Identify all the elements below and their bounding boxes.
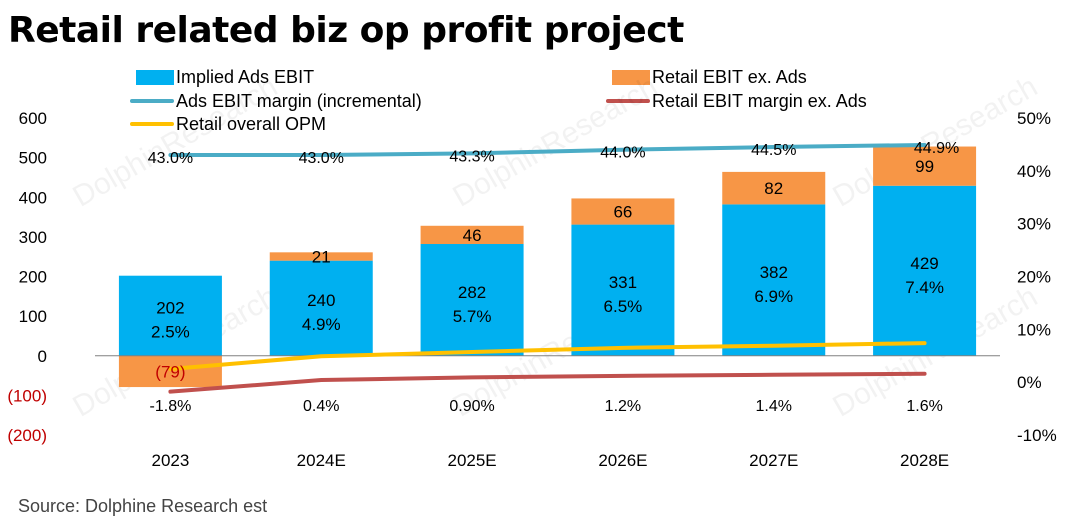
watermark-text: DolphinResearch [447, 70, 663, 214]
legend-swatch-retail-margin [606, 99, 650, 103]
legend-swatch-implied-ads [136, 69, 174, 85]
left-axis-tick-label: 100 [19, 307, 47, 326]
right-axis-tick-label: 20% [1017, 268, 1051, 287]
legend-label-retail-ex-ads: Retail EBIT ex. Ads [652, 66, 807, 87]
data-label-ads-margin: 44.9% [914, 140, 959, 157]
data-label-retail-opm: 7.4% [905, 278, 944, 297]
right-axis-tick-label: 50% [1017, 109, 1051, 128]
legend-item-ads-margin: Ads EBIT margin (incremental) [130, 90, 422, 112]
data-label-retail-opm: 4.9% [302, 315, 341, 334]
data-label-ads-margin: 43.0% [148, 150, 193, 167]
data-label-ads-margin: 44.5% [751, 142, 796, 159]
bar-implied-ads [420, 244, 524, 356]
x-axis-category-label: 2025E [447, 451, 496, 470]
data-label-ads-margin: 44.0% [600, 145, 645, 162]
data-label-implied-ads: 282 [458, 283, 486, 302]
data-label-retail-margin: 0.90% [449, 398, 494, 415]
legend-item-retail-ex-ads: Retail EBIT ex. Ads [612, 66, 807, 88]
data-label-implied-ads: 382 [760, 263, 788, 282]
right-axis-tick-label: 30% [1017, 215, 1051, 234]
data-label-retail-ex-ads: 99 [915, 157, 934, 176]
legend: Implied Ads EBIT Retail EBIT ex. Ads Ads… [0, 0, 1080, 140]
bar-retail-ex-ads [118, 355, 222, 388]
legend-label-retail-opm: Retail overall OPM [176, 113, 327, 134]
data-label-retail-ex-ads: 82 [764, 179, 783, 198]
data-label-retail-opm: 5.7% [453, 307, 492, 326]
data-label-retail-ex-ads: 21 [312, 247, 331, 266]
x-axis-category-label: 2028E [900, 451, 949, 470]
data-label-retail-ex-ads: 46 [463, 226, 482, 245]
line-ads-margin [168, 142, 927, 157]
bar-implied-ads [571, 224, 675, 356]
data-label-ads-margin: 43.3% [449, 148, 494, 165]
left-axis-tick-label: 0 [38, 347, 47, 366]
data-label-retail-ex-ads: (79) [155, 362, 185, 381]
data-label-retail-ex-ads: 66 [613, 203, 632, 222]
x-axis-category-label: 2027E [749, 451, 798, 470]
data-label-implied-ads: 331 [609, 273, 637, 292]
right-axis-tick-label: 0% [1017, 373, 1042, 392]
bar-implied-ads [873, 185, 977, 356]
data-label-ads-margin: 43.0% [299, 150, 344, 167]
legend-label-retail-margin: Retail EBIT margin ex. Ads [652, 90, 867, 111]
bar-retail-ex-ads [571, 198, 675, 225]
x-axis-category-label: 2024E [297, 451, 346, 470]
data-label-retail-margin: 1.2% [605, 398, 641, 415]
bar-implied-ads [722, 204, 826, 356]
bar-retail-ex-ads [873, 146, 977, 186]
line-retail-opm [168, 341, 927, 371]
left-axis-tick-label: (100) [7, 386, 47, 405]
legend-item-retail-opm: Retail overall OPM [130, 113, 326, 135]
legend-swatch-retail-opm [130, 122, 174, 126]
legend-label-ads-margin: Ads EBIT margin (incremental) [176, 90, 422, 111]
watermark-text: DolphinResearch [67, 70, 283, 214]
left-axis-tick-label: 600 [19, 109, 47, 128]
data-label-implied-ads: 202 [156, 299, 184, 318]
legend-swatch-ads-margin [130, 99, 174, 103]
right-axis-tick-label: 10% [1017, 320, 1051, 339]
left-axis-tick-label: (200) [7, 426, 47, 445]
data-label-retail-margin: 1.6% [906, 398, 942, 415]
data-label-retail-margin: 0.4% [303, 398, 339, 415]
bar-retail-ex-ads [722, 171, 826, 205]
x-axis-category-label: 2023 [152, 451, 190, 470]
legend-swatch-retail-ex-ads [612, 69, 650, 85]
bar-implied-ads [118, 275, 222, 356]
bar-retail-ex-ads [269, 252, 373, 261]
left-axis-tick-label: 300 [19, 228, 47, 247]
legend-label-implied-ads: Implied Ads EBIT [176, 66, 315, 87]
data-label-implied-ads: 429 [910, 254, 938, 273]
data-label-retail-margin: -1.8% [150, 398, 192, 415]
data-label-retail-margin: 1.4% [756, 398, 792, 415]
legend-item-retail-margin: Retail EBIT margin ex. Ads [606, 90, 867, 112]
data-label-retail-opm: 6.9% [754, 287, 793, 306]
left-axis-tick-label: 500 [19, 149, 47, 168]
x-axis-category-label: 2026E [598, 451, 647, 470]
line-retail-margin [168, 371, 927, 394]
source-note: Source: Dolphine Research est [18, 496, 268, 516]
legend-item-implied-ads: Implied Ads EBIT [136, 66, 314, 88]
right-axis-tick-label: -10% [1017, 426, 1057, 445]
data-label-retail-opm: 6.5% [604, 297, 643, 316]
left-axis-tick-label: 200 [19, 268, 47, 287]
bar-implied-ads [269, 260, 373, 356]
data-label-retail-opm: 2.5% [151, 323, 190, 342]
chart-title: Retail related biz op profit project [8, 10, 684, 51]
data-label-implied-ads: 240 [307, 291, 335, 310]
left-axis-tick-label: 400 [19, 188, 47, 207]
right-axis-tick-label: 40% [1017, 162, 1051, 181]
bar-retail-ex-ads [420, 225, 524, 245]
